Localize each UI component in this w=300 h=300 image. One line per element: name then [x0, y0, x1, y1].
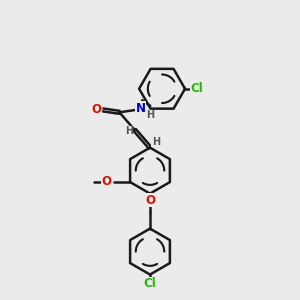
Text: Cl: Cl [190, 82, 203, 95]
Text: Cl: Cl [144, 278, 156, 290]
Text: H: H [125, 126, 133, 136]
Text: H: H [146, 110, 155, 120]
Text: O: O [102, 175, 112, 188]
Text: O: O [92, 103, 101, 116]
Text: N: N [136, 102, 146, 115]
Text: H: H [152, 137, 160, 147]
Text: O: O [145, 194, 155, 207]
